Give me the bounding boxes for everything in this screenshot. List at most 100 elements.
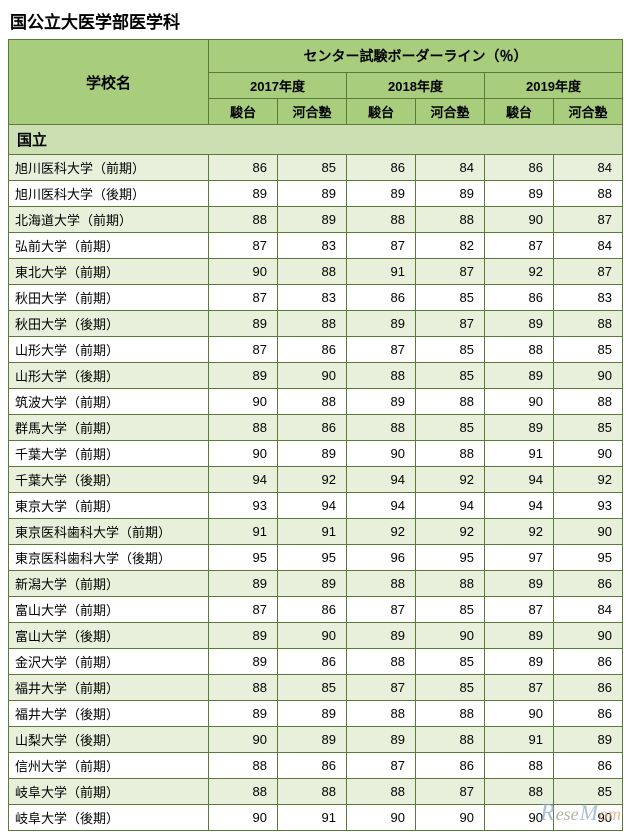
value-cell: 94: [278, 493, 347, 519]
value-cell: 85: [416, 363, 485, 389]
table-row: 千葉大学（後期）949294929492: [9, 467, 623, 493]
value-cell: 88: [416, 571, 485, 597]
value-cell: 94: [485, 467, 554, 493]
value-cell: 90: [554, 805, 623, 831]
value-cell: 88: [278, 779, 347, 805]
value-cell: 89: [485, 363, 554, 389]
row-label: 富山大学（前期）: [9, 597, 209, 623]
value-cell: 88: [347, 363, 416, 389]
row-label: 北海道大学（前期）: [9, 207, 209, 233]
value-cell: 88: [209, 207, 278, 233]
value-cell: 89: [278, 207, 347, 233]
value-cell: 87: [347, 337, 416, 363]
value-cell: 91: [209, 519, 278, 545]
value-cell: 83: [278, 285, 347, 311]
row-label: 秋田大学（後期）: [9, 311, 209, 337]
row-label: 岐阜大学（後期）: [9, 805, 209, 831]
col-sub-sundai-2019: 駿台: [485, 99, 554, 125]
value-cell: 89: [209, 623, 278, 649]
col-sub-sundai-2018: 駿台: [347, 99, 416, 125]
value-cell: 90: [347, 805, 416, 831]
value-cell: 89: [209, 181, 278, 207]
value-cell: 85: [554, 337, 623, 363]
value-cell: 86: [209, 155, 278, 181]
table-row: 山梨大学（後期）908989889189: [9, 727, 623, 753]
value-cell: 90: [554, 363, 623, 389]
data-table: 学校名 センター試験ボーダーライン（％） 2017年度 2018年度 2019年…: [8, 39, 623, 831]
value-cell: 87: [209, 597, 278, 623]
row-label: 山形大学（前期）: [9, 337, 209, 363]
value-cell: 88: [416, 701, 485, 727]
value-cell: 85: [416, 649, 485, 675]
value-cell: 88: [347, 649, 416, 675]
value-cell: 88: [209, 415, 278, 441]
value-cell: 95: [416, 545, 485, 571]
value-cell: 92: [485, 519, 554, 545]
value-cell: 89: [485, 623, 554, 649]
value-cell: 89: [278, 441, 347, 467]
value-cell: 88: [209, 779, 278, 805]
value-cell: 87: [347, 675, 416, 701]
value-cell: 94: [209, 467, 278, 493]
row-label: 山梨大学（後期）: [9, 727, 209, 753]
value-cell: 87: [554, 259, 623, 285]
value-cell: 91: [485, 441, 554, 467]
table-row: 新潟大学（前期）898988888986: [9, 571, 623, 597]
value-cell: 91: [485, 727, 554, 753]
value-cell: 86: [554, 675, 623, 701]
value-cell: 85: [416, 337, 485, 363]
value-cell: 90: [554, 441, 623, 467]
value-cell: 85: [416, 285, 485, 311]
value-cell: 88: [209, 675, 278, 701]
value-cell: 84: [554, 155, 623, 181]
value-cell: 89: [209, 311, 278, 337]
value-cell: 88: [554, 181, 623, 207]
value-cell: 87: [485, 675, 554, 701]
value-cell: 89: [209, 649, 278, 675]
value-cell: 83: [554, 285, 623, 311]
col-school: 学校名: [9, 40, 209, 125]
table-row: 信州大学（前期）888687868886: [9, 753, 623, 779]
value-cell: 90: [209, 727, 278, 753]
value-cell: 85: [416, 597, 485, 623]
value-cell: 85: [554, 415, 623, 441]
value-cell: 93: [554, 493, 623, 519]
value-cell: 88: [485, 753, 554, 779]
row-label: 東北大学（前期）: [9, 259, 209, 285]
value-cell: 89: [347, 623, 416, 649]
table-row: 岐阜大学（前期）888888878885: [9, 779, 623, 805]
value-cell: 86: [485, 155, 554, 181]
value-cell: 87: [209, 233, 278, 259]
table-row: 旭川医科大学（前期）868586848684: [9, 155, 623, 181]
value-cell: 90: [209, 441, 278, 467]
value-cell: 90: [416, 805, 485, 831]
value-cell: 86: [554, 753, 623, 779]
value-cell: 89: [278, 181, 347, 207]
value-cell: 94: [347, 493, 416, 519]
value-cell: 92: [416, 519, 485, 545]
table-row: 東北大学（前期）908891879287: [9, 259, 623, 285]
row-label: 福井大学（前期）: [9, 675, 209, 701]
value-cell: 96: [347, 545, 416, 571]
value-cell: 88: [209, 753, 278, 779]
row-label: 信州大学（前期）: [9, 753, 209, 779]
value-cell: 91: [278, 519, 347, 545]
table-row: 北海道大学（前期）888988889087: [9, 207, 623, 233]
col-sub-kawai-2018: 河合塾: [416, 99, 485, 125]
table-row: 旭川医科大学（後期）898989898988: [9, 181, 623, 207]
value-cell: 89: [347, 311, 416, 337]
table-row: 福井大学（後期）898988889086: [9, 701, 623, 727]
value-cell: 90: [209, 805, 278, 831]
value-cell: 88: [347, 415, 416, 441]
row-label: 千葉大学（後期）: [9, 467, 209, 493]
value-cell: 86: [416, 753, 485, 779]
row-label: 山形大学（後期）: [9, 363, 209, 389]
row-label: 東京大学（前期）: [9, 493, 209, 519]
col-year-2018: 2018年度: [347, 73, 485, 99]
value-cell: 90: [416, 623, 485, 649]
value-cell: 93: [209, 493, 278, 519]
value-cell: 86: [278, 753, 347, 779]
value-cell: 89: [278, 571, 347, 597]
value-cell: 85: [416, 415, 485, 441]
value-cell: 86: [278, 597, 347, 623]
